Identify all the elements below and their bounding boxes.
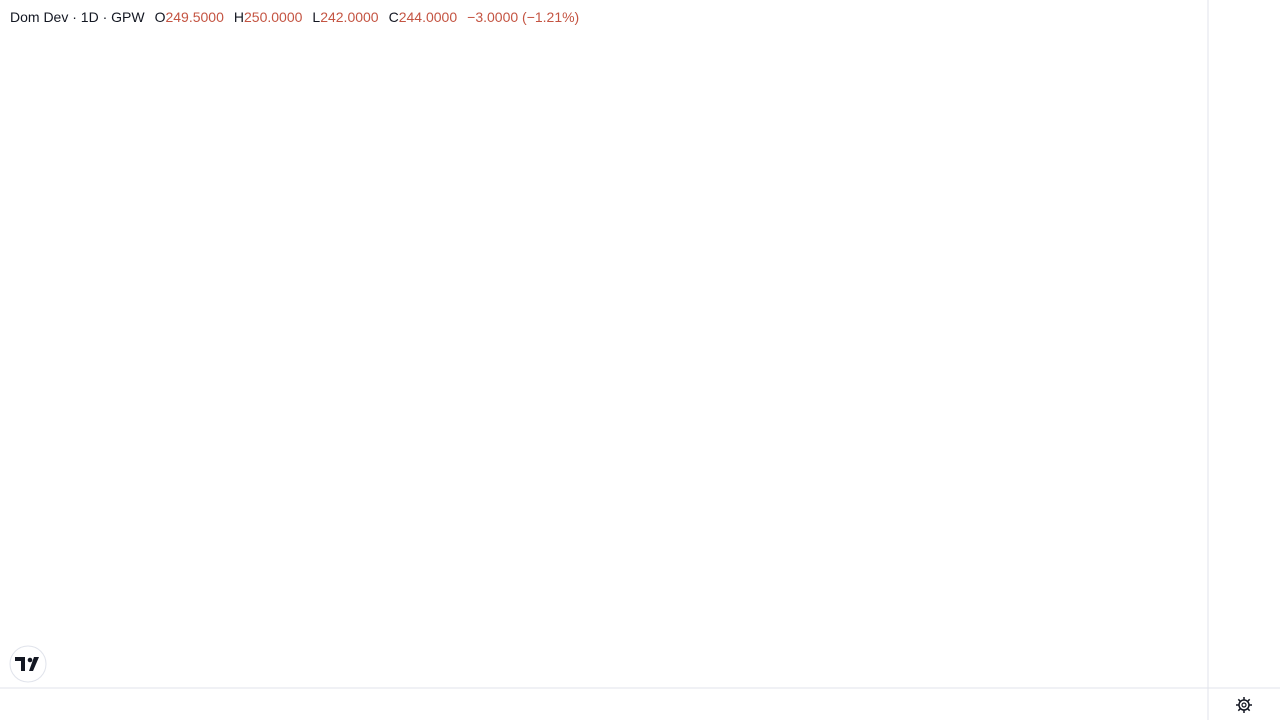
ohlc-label: O [154, 9, 166, 25]
legend: Dom Dev · 1D · GPW O 249.5000 H 250.0000 L 24… [10, 9, 579, 25]
symbol-title: Dom Dev · 1D · GPW [10, 9, 145, 25]
ohlc-value: 250.0000 [244, 9, 303, 25]
ohlc-label: L [312, 9, 321, 25]
ohlc-label: H [233, 9, 244, 25]
logo [9, 645, 47, 683]
ohlc-value: 244.0000 [398, 9, 458, 25]
ohlc-value: 242.0000 [320, 9, 379, 25]
change: −3.0000 (−1.21%) [467, 9, 580, 25]
settings-icon[interactable] [1236, 697, 1252, 713]
ohlc-label: C [388, 9, 399, 25]
ohlc-value: 249.5000 [165, 9, 224, 25]
